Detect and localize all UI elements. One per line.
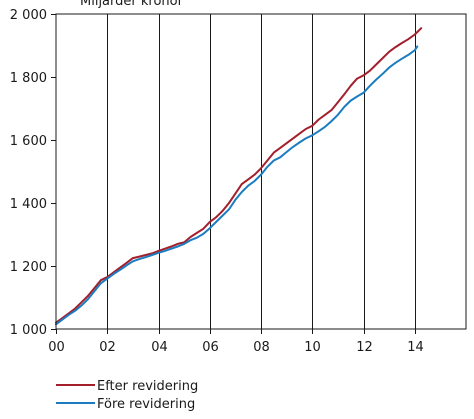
- series-lines: [55, 27, 423, 326]
- legend-item: Före revidering: [56, 397, 195, 412]
- gridlines: [107, 14, 416, 329]
- legend-item: Efter revidering: [56, 379, 198, 394]
- y-tick-label: 2 000: [10, 8, 47, 23]
- legend-label: Efter revidering: [97, 379, 198, 394]
- x-tick-label: 12: [356, 340, 373, 355]
- legend: Efter revidering Före revidering: [56, 379, 198, 412]
- x-tick-label: 00: [48, 340, 65, 355]
- y-axis-ticks: 1 000 1 200 1 400 1 600 1 800 2 000: [10, 8, 56, 338]
- y-tick-label: 1 400: [10, 197, 47, 212]
- y-tick-label: 1 000: [10, 323, 47, 338]
- y-tick-label: 1 200: [10, 260, 47, 275]
- y-tick-label: 1 800: [10, 71, 47, 86]
- x-tick-label: 10: [304, 340, 321, 355]
- x-tick-label: 04: [151, 340, 168, 355]
- x-tick-label: 08: [253, 340, 270, 355]
- unit-label: Miljarder kronor: [80, 0, 184, 9]
- x-tick-label: 02: [99, 340, 116, 355]
- legend-label: Före revidering: [97, 397, 195, 412]
- x-tick-label: 14: [407, 340, 424, 355]
- y-tick-label: 1 600: [10, 134, 47, 149]
- series-line-1: [55, 27, 423, 324]
- series-line-2: [55, 45, 419, 326]
- x-axis-ticks: 00 02 04 06 08 10 12 14: [48, 329, 424, 355]
- x-tick-label: 06: [202, 340, 219, 355]
